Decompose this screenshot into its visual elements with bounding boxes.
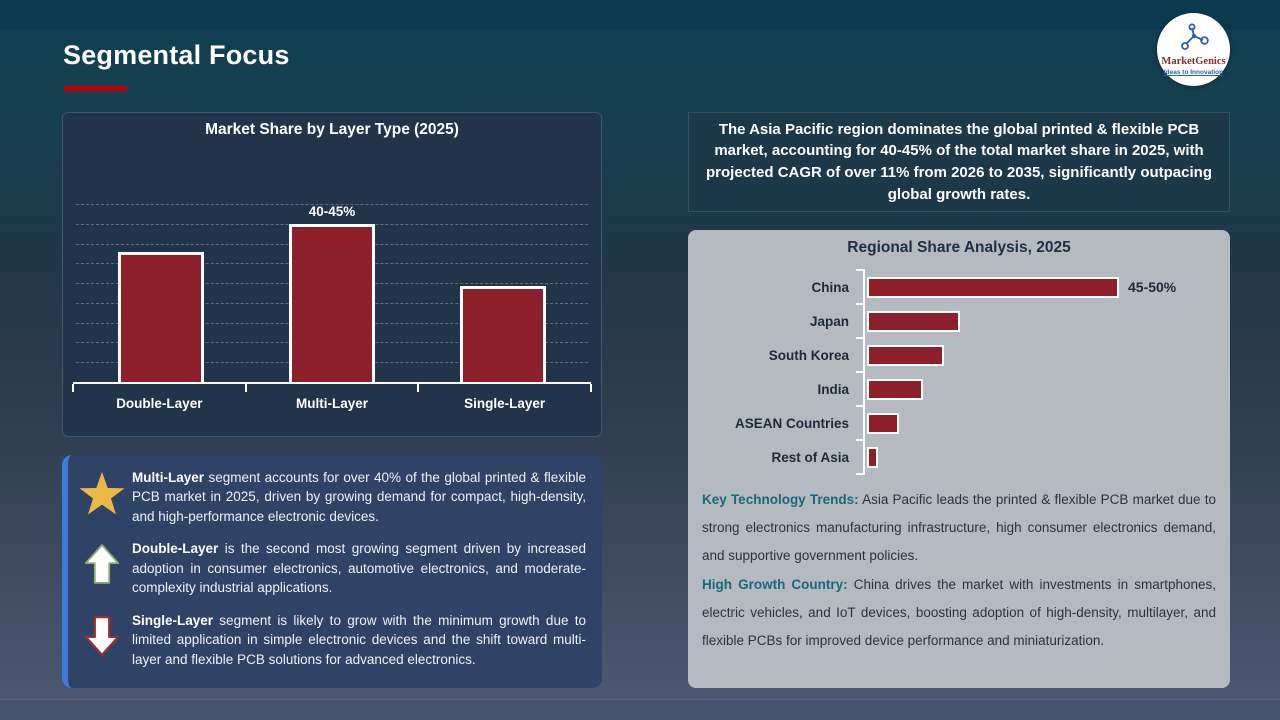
star-icon [72,468,132,515]
note-body: China drives the market with investments… [702,577,1216,648]
down-arrow-icon [72,611,132,658]
axis-tick [590,384,592,392]
axis-tick [856,337,863,339]
bar-value-label: 40-45% [308,204,356,219]
hbar-japan [867,310,960,332]
hbar-track [863,344,1216,366]
note-body: Asia Pacific leads the printed & flexibl… [702,492,1217,563]
insight-lead: Multi-Layer [132,470,205,485]
page-title: Segmental Focus [63,40,290,70]
hbar-row-japan: Japan [702,304,1216,338]
insights-box: Multi-Layer segment accounts for over 40… [62,455,602,688]
regional-panel: Regional Share Analysis, 2025 China 45-50… [688,230,1230,688]
axis-tick [856,371,863,373]
logo-tagline: Ideas to Innovation [1163,68,1224,76]
bar-multi-layer [288,224,375,382]
regional-chart-title: Regional Share Analysis, 2025 [847,239,1071,256]
hbar-track: 45-50% [863,276,1216,298]
category-label-double-layer: Double-Layer [116,396,203,411]
note-lead: High Growth Country: [702,577,848,592]
y-axis-line [863,269,865,475]
insight-item: Multi-Layer segment accounts for over 40… [72,468,586,526]
hbar-asean-countries [867,412,899,434]
hbar-label: Rest of Asia [771,449,849,465]
hbar-label: South Korea [768,347,849,363]
banner-text: The Asia Pacific region dominates the gl… [706,120,1212,203]
axis-tick [244,384,247,392]
category-labels: Double-Layer Multi-Layer Single-Layer [73,396,591,411]
axis-tick [856,303,863,305]
asia-banner: The Asia Pacific region dominates the gl… [688,112,1230,212]
layer-chart-panel: Market Share by Layer Type (2025) 40-45%… [62,112,602,437]
hbar-south-korea [867,344,944,366]
insight-body: segment accounts for over 40% of the glo… [132,470,586,524]
insight-body: segment is likely to grow with the minim… [132,612,586,667]
logo-brand: MarketGenics [1161,56,1226,67]
bottom-band [0,699,1280,720]
bar-single-layer [459,286,546,382]
hbar-row-south-korea: South Korea [702,338,1216,372]
hbar-row-rest-of-asia: Rest of Asia [702,440,1216,474]
insight-text: Multi-Layer segment accounts for over 40… [132,468,586,526]
top-band [0,0,1280,30]
bar-cell-double-layer [76,204,247,382]
axis-tick [856,473,863,475]
title-underline [64,86,127,91]
layer-chart-plot: 40-45% [76,204,588,382]
gridline [76,204,588,205]
insight-body: is the second most growing segment drive… [132,541,586,596]
axis-tick [417,384,420,392]
category-label-single-layer: Single-Layer [464,396,546,411]
note-lead: Key Technology Trends: [702,492,859,507]
axis-tick [856,405,863,407]
hbar-india [867,378,923,400]
bar-cell-single-layer [417,204,588,382]
layer-chart-title: Market Share by Layer Type (2025) [205,121,459,138]
hbar-track [863,412,1216,434]
regional-notes: Key Technology Trends: Asia Pacific lead… [702,486,1216,655]
insight-lead: Single-Layer [132,612,214,628]
bar-double-layer [118,252,205,382]
insight-text: Single-Layer segment is likely to grow w… [132,611,586,669]
hbar-row-china: China 45-50% [702,270,1216,304]
insight-item: Double-Layer is the second most growing … [72,539,586,597]
note-paragraph: Key Technology Trends: Asia Pacific lead… [702,486,1216,570]
hbar-label: China [811,279,849,295]
hbar-label: India [817,381,849,397]
axis-tick [72,384,74,392]
bar-cell-multi-layer: 40-45% [247,204,418,382]
hbar-label: Japan [809,313,849,329]
x-axis [72,382,592,392]
logo: MarketGenics Ideas to Innovation [1157,13,1230,86]
hbar-rest-of-asia [867,446,878,468]
insight-item: Single-Layer segment is likely to grow w… [72,611,586,669]
axis-tick [856,439,863,441]
note-paragraph: High Growth Country: China drives the ma… [702,571,1216,655]
hbar-value-label: 45-50% [1128,279,1177,295]
hbar-track [863,378,1216,400]
molecule-icon [1179,23,1209,56]
category-label-multi-layer: Multi-Layer [296,396,369,411]
insight-lead: Double-Layer [132,541,219,557]
up-arrow-icon [72,539,132,586]
hbar-row-india: India [702,372,1216,406]
hbar-label: ASEAN Countries [734,415,849,431]
axis-tick [856,269,863,271]
regional-chart: China 45-50% Japan South Korea India ASEAN Co… [702,269,1216,475]
hbar-track [863,446,1216,468]
hbar-china [867,276,1119,298]
hbar-row-asean-countries: ASEAN Countries [702,406,1216,440]
insight-text: Double-Layer is the second most growing … [132,539,586,597]
hbar-track [863,310,1216,332]
